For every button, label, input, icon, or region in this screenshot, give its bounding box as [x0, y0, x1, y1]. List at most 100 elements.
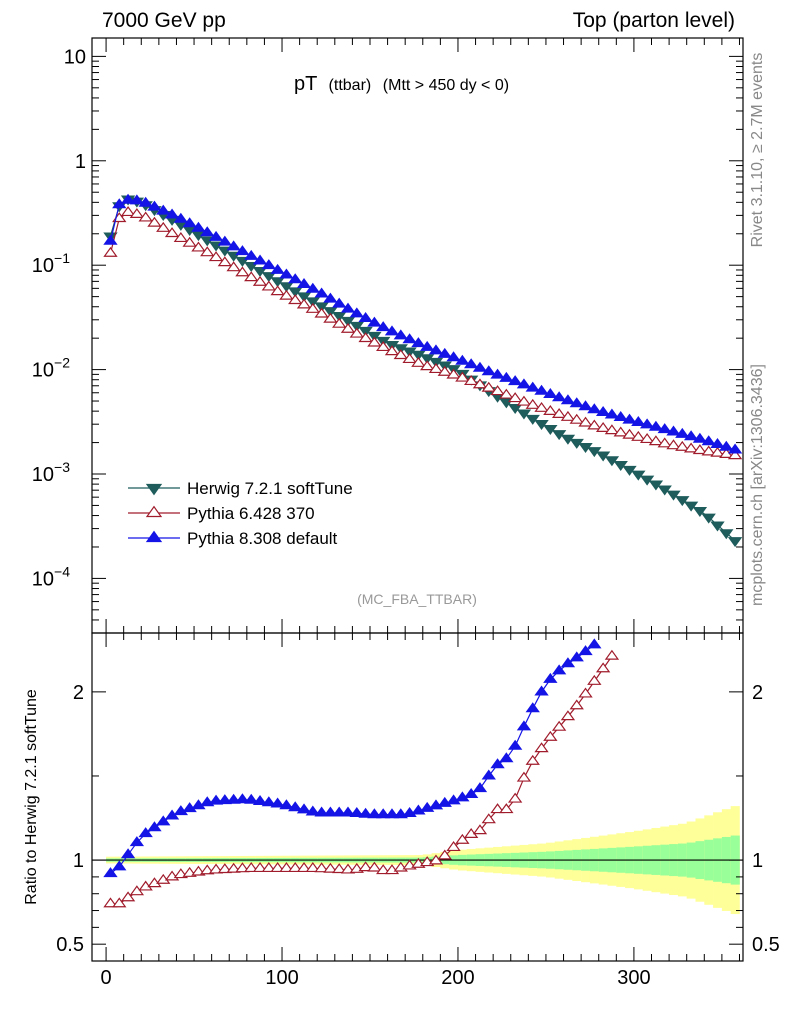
- data-point: [173, 232, 189, 243]
- data-point: [252, 267, 268, 278]
- ratio-point: [358, 861, 373, 872]
- ratio-point: [138, 827, 153, 838]
- data-point: [657, 423, 672, 434]
- data-point: [683, 501, 699, 512]
- xtick-label: 200: [441, 967, 474, 989]
- data-point: [358, 311, 373, 322]
- main-ytick-label: 1: [75, 151, 86, 173]
- data-point: [164, 208, 180, 219]
- data-point: [490, 385, 505, 396]
- data-point: [279, 289, 294, 300]
- data-point: [472, 361, 488, 372]
- data-point: [173, 212, 189, 223]
- data-point: [402, 333, 417, 344]
- data-point: [525, 398, 540, 409]
- data-point: [244, 271, 259, 282]
- ratio-point: [244, 793, 259, 804]
- data-point: [701, 445, 716, 456]
- ratio-point: [507, 792, 523, 803]
- data-point: [288, 287, 303, 298]
- data-point: [516, 409, 532, 420]
- data-point: [710, 446, 725, 457]
- ratio-point: [551, 720, 567, 731]
- data-point: [569, 397, 584, 408]
- data-point: [358, 332, 373, 343]
- data-point: [534, 384, 549, 395]
- data-point: [428, 363, 444, 374]
- data-point: [261, 272, 276, 283]
- main-ytick-base: 10: [32, 255, 54, 277]
- plot-title: pT (ttbar) (Mtt > 450 dy < 0): [294, 73, 509, 95]
- data-point: [349, 307, 364, 318]
- ratio-frame: [91, 632, 744, 962]
- data-point: [261, 280, 276, 291]
- ratio-point: [569, 651, 584, 662]
- data-point: [305, 297, 320, 308]
- data-point: [147, 200, 162, 211]
- main-ytick-label: 10−4: [32, 563, 70, 590]
- ratio-point: [235, 793, 250, 804]
- data-point: [279, 282, 294, 293]
- legend-marker: [145, 505, 163, 518]
- data-point: [349, 321, 364, 332]
- ratio-point: [367, 808, 382, 819]
- main-ytick-label: 10−2: [32, 355, 70, 382]
- data-point: [516, 395, 532, 406]
- ratio-point: [428, 854, 444, 865]
- data-point: [252, 254, 268, 265]
- data-point: [226, 240, 241, 251]
- ratio-point: [120, 891, 136, 902]
- ratio-point: [323, 806, 338, 817]
- ratio-panel: 0.5 0.5 1 1 2 2 0 100 200 300 Ratio to Herwig 7.2…: [23, 632, 780, 989]
- data-point: [613, 411, 628, 422]
- data-point: [657, 485, 672, 496]
- data-point: [305, 282, 320, 293]
- data-point: [543, 388, 558, 399]
- ratio-point: [235, 862, 250, 873]
- data-point: [103, 246, 118, 257]
- ratio-point: [525, 754, 540, 765]
- data-point: [270, 277, 285, 288]
- data-point: [252, 275, 268, 286]
- ratio-point: [578, 687, 593, 698]
- ratio-point: [270, 862, 285, 873]
- data-point: [490, 368, 505, 379]
- main-ytick-exp: −3: [54, 459, 70, 475]
- data-point: [200, 226, 215, 237]
- data-point: [534, 419, 549, 430]
- data-point: [129, 194, 145, 205]
- data-point: [208, 230, 224, 241]
- ratio-point: [288, 862, 303, 873]
- main-ytick-label: 10−1: [32, 250, 70, 277]
- main-ytick-base: 10: [32, 568, 54, 590]
- ratio-ytick-label: 1: [73, 850, 84, 872]
- data-point: [296, 292, 312, 303]
- data-point: [270, 285, 285, 296]
- data-point: [648, 420, 664, 431]
- data-point: [279, 268, 294, 279]
- ratio-point: [587, 638, 602, 649]
- data-point: [235, 266, 250, 277]
- legend-entry: Herwig 7.2.1 softTune: [187, 479, 353, 498]
- plot-title-sub1: (ttbar): [329, 77, 372, 94]
- ratio-point: [349, 806, 364, 817]
- ratio-point: [516, 771, 532, 782]
- ratio-point: [595, 662, 611, 673]
- data-point: [384, 325, 400, 336]
- data-point: [332, 317, 347, 328]
- data-point: [481, 365, 496, 376]
- ratio-point: [217, 863, 233, 874]
- data-point: [191, 241, 206, 252]
- ratio-point: [208, 794, 224, 805]
- data-point: [446, 351, 461, 362]
- data-point: [622, 428, 637, 439]
- data-point: [683, 442, 699, 453]
- data-point: [692, 507, 708, 518]
- data-point: [727, 449, 743, 460]
- ratio-point: [147, 821, 162, 832]
- main-ytick-base: 10: [32, 360, 54, 382]
- ratio-point: [446, 841, 461, 852]
- data-point: [675, 496, 690, 507]
- data-point: [543, 425, 558, 436]
